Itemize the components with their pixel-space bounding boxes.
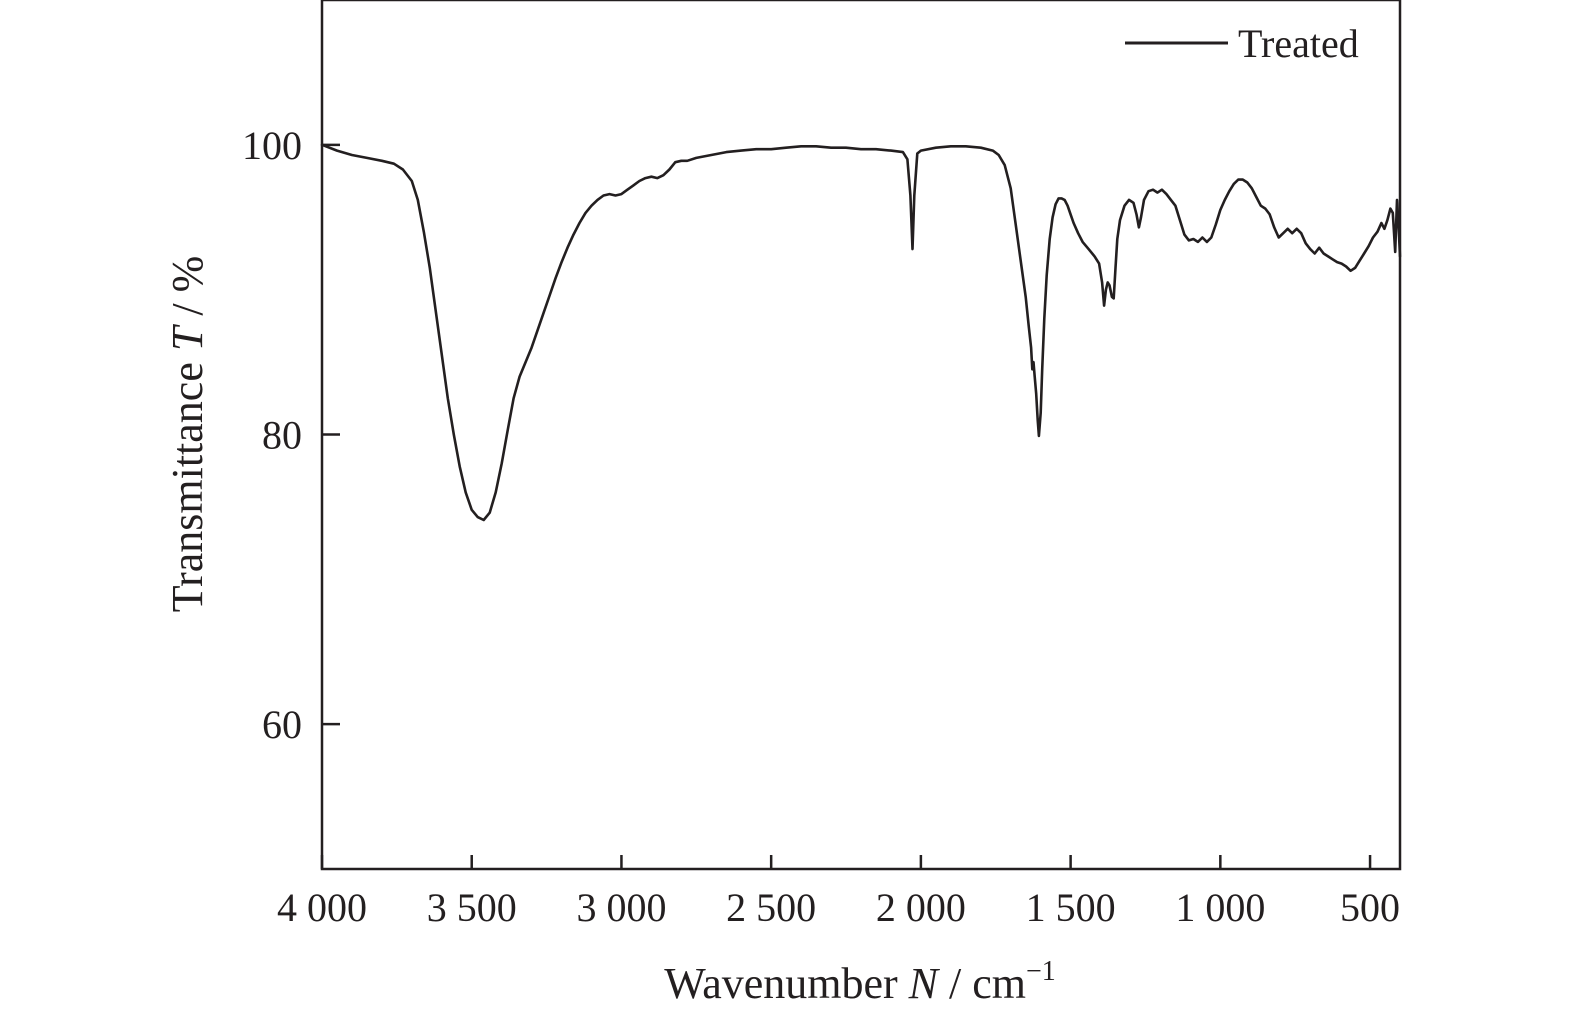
x-tick-label: 1 500: [1026, 885, 1116, 930]
x-tick-label: 3 000: [576, 885, 666, 930]
x-tick-label: 2 500: [726, 885, 816, 930]
x-tick-label: 3 500: [427, 885, 517, 930]
y-axis-title: Transmittance T / %: [163, 256, 212, 613]
x-tick-label: 500: [1340, 885, 1400, 930]
series-line-treated: [320, 143, 1402, 522]
y-axis-ticks: 100 80 60: [242, 123, 340, 747]
series-layer: [320, 143, 1402, 522]
plot-frame: [320, 0, 1402, 871]
x-tick-label: 2 000: [876, 885, 966, 930]
x-axis-title: Wavenumber N / cm−1: [664, 956, 1056, 1008]
legend-label-treated: Treated: [1238, 21, 1359, 66]
x-axis-ticks: 4 000 3 500 3 000 2 500 2 000 1 500 1 000 500: [277, 855, 1400, 930]
y-tick-label: 80: [262, 413, 302, 458]
plot-area-border: [320, 0, 1402, 871]
y-tick-label: 60: [262, 702, 302, 747]
x-tick-label: 4 000: [277, 885, 367, 930]
y-tick-label: 100: [242, 123, 302, 168]
x-tick-label: 1 000: [1175, 885, 1265, 930]
legend: Treated: [1125, 21, 1359, 66]
